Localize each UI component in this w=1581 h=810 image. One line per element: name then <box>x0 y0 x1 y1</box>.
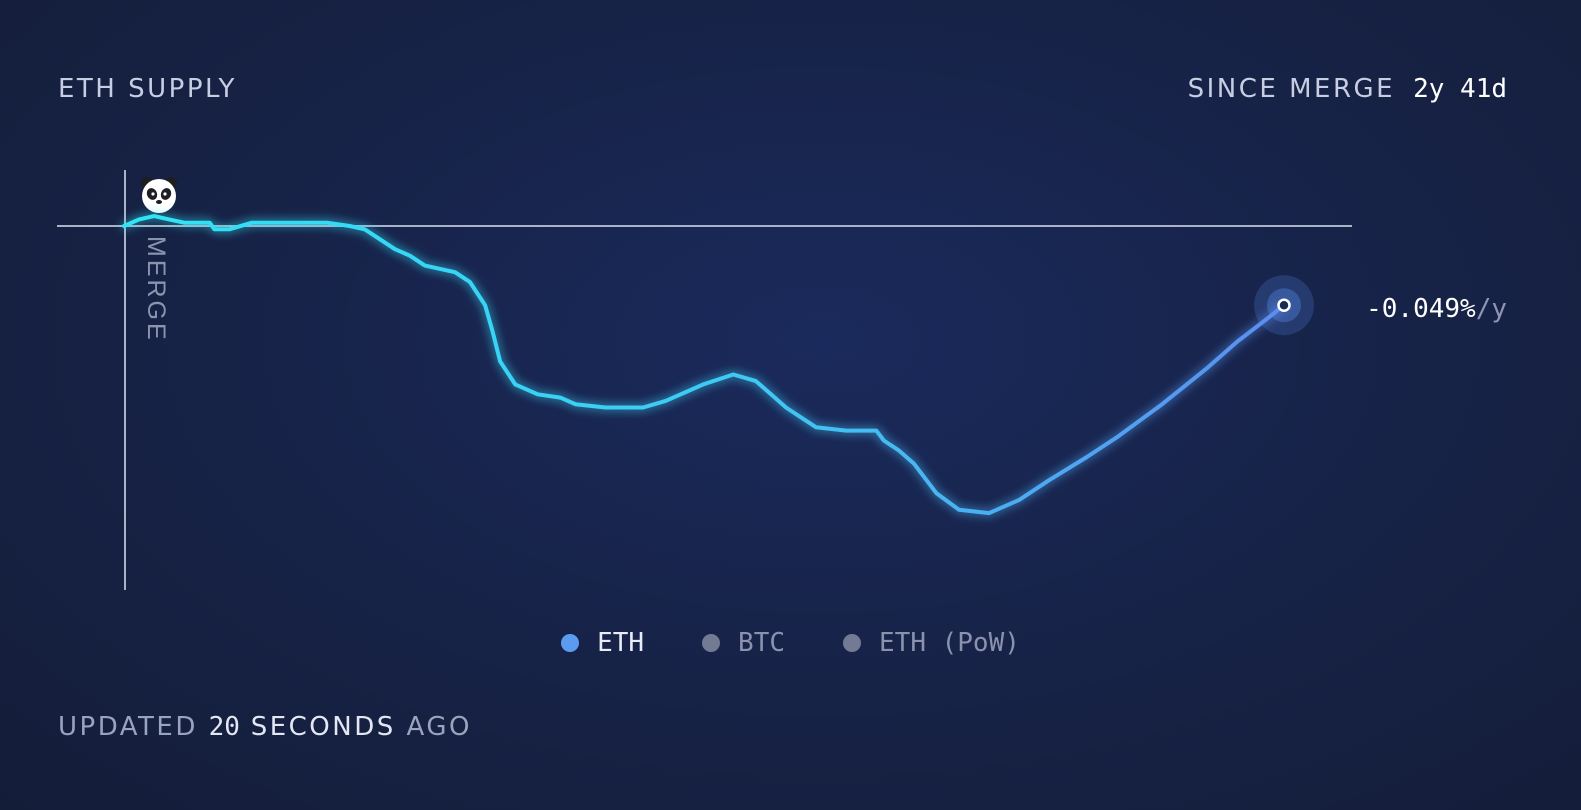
eth-series-line <box>122 214 1286 516</box>
legend-label-eth: ETH <box>597 628 645 658</box>
current-rate-unit: /y <box>1475 294 1507 324</box>
current-point[interactable] <box>1254 275 1314 336</box>
current-point-dot <box>1277 298 1291 312</box>
legend-label-btc: BTC <box>738 628 786 658</box>
chart-legend: ETH BTC ETH (PoW) <box>0 628 1581 658</box>
updated-prefix: UPDATED <box>58 712 198 742</box>
updated-unit: SECONDS <box>250 712 396 742</box>
legend-label-eth-pow: ETH (PoW) <box>879 628 1020 658</box>
chart-title: ETH SUPPLY <box>58 74 237 104</box>
legend-dot-eth-pow <box>843 634 862 652</box>
merge-label: MERGE <box>142 236 170 343</box>
since-merge-label: SINCE MERGE <box>1187 74 1396 104</box>
since-merge-value: 2y 41d <box>1413 74 1507 104</box>
legend-item-eth[interactable]: ETH <box>561 628 644 658</box>
updated-timestamp: UPDATED 20 SECONDS AGO <box>58 712 472 742</box>
updated-suffix: AGO <box>406 712 472 742</box>
legend-item-btc[interactable]: BTC <box>702 628 785 658</box>
legend-dot-eth <box>561 634 580 652</box>
updated-count: 20 <box>208 712 240 742</box>
current-rate: -0.049%/y <box>1366 294 1507 324</box>
panda-icon <box>141 177 177 213</box>
since-merge: SINCE MERGE 2y 41d <box>1188 74 1507 104</box>
legend-item-eth-pow[interactable]: ETH (PoW) <box>843 628 1020 658</box>
current-rate-value: -0.049% <box>1366 294 1476 324</box>
legend-dot-btc <box>702 634 721 652</box>
